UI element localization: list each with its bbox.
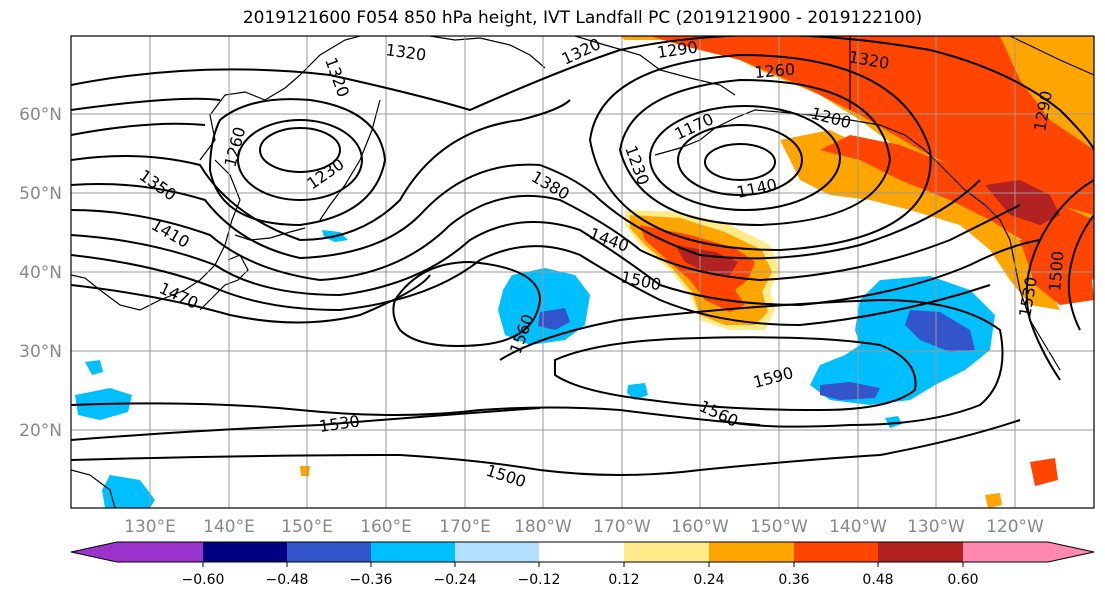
ivt-positive-region-coast-darkred [985,180,1060,225]
ivt-positive-region-coast-orange [780,130,1060,310]
ivt-positive-region-south2 [985,493,1002,508]
lon-label: 140°W [829,517,887,537]
lon-label: 170°W [593,517,651,537]
colorbar-tick-label: 0.48 [862,572,893,588]
ivt-positive-region-coast-red [820,135,1094,280]
colorbar-tick-label: 0.60 [947,572,978,588]
lon-label: 180°W [514,517,572,537]
lon-label: 130°W [907,517,965,537]
colorbar-segment [794,542,878,562]
height-contours [71,36,1094,476]
ivt-negative-region-sw3 [102,475,155,508]
ivt-negative-region-small1 [627,383,648,400]
colorbar-segment [203,542,287,562]
colorbar-tick-label: −0.24 [434,572,477,588]
ivt-positive-region-alaska-core [650,36,1094,215]
colorbar-segment [371,542,455,562]
lon-label: 160°E [360,517,412,537]
map-border [70,35,1095,509]
colorbar-segment [709,542,794,562]
ivt-negative-region-east-core [905,310,975,352]
colorbar-tick-label: −0.12 [518,572,561,588]
ivt-negative-region-small3 [885,416,902,428]
colorbar-segment [539,542,624,562]
lon-label: 140°E [203,517,255,537]
lon-label: 170°E [439,517,491,537]
coastlines [71,36,1094,508]
longitude-labels: 130°E 140°E 150°E 160°E 170°E 180°W 170°… [124,517,1044,537]
colorbar-tick-label: −0.60 [182,572,225,588]
ivt-positive-region-south3 [300,466,310,476]
lat-label: 60°N [19,105,62,125]
colorbar-tick-label: 0.24 [693,572,724,588]
colorbar-segment [963,542,1094,562]
colorbar-tick-label: −0.36 [350,572,393,588]
colorbar-segment [624,542,709,562]
ivt-negative-region-east-core2 [820,382,880,400]
colorbar-tick-label: 0.36 [778,572,809,588]
ivt-negative-region-sw2 [85,360,103,375]
lon-label: 120°W [986,517,1044,537]
ivt-negative-region-west-core [538,308,570,330]
lat-label: 30°N [19,342,62,362]
lon-label: 150°E [281,517,333,537]
lat-label: 50°N [19,184,62,204]
lat-label: 20°N [19,421,62,441]
colorbar-segment [71,542,203,562]
contour-label: 1260 [754,60,796,82]
ivt-positive-region-south1 [1030,458,1058,486]
colorbar-segment [878,542,963,562]
colorbar-segment [455,542,539,562]
lon-label: 160°W [671,517,729,537]
lat-label: 40°N [19,263,62,283]
latitude-labels: 60°N 50°N 40°N 30°N 20°N [19,105,62,441]
colorbar-segment [287,542,371,562]
lon-label: 150°W [750,517,808,537]
colorbar-tick-label: 0.12 [608,572,639,588]
colorbar-outline [70,541,1095,563]
ivt-negative-region-east [810,276,995,405]
ivt-negative-region-west [498,268,590,345]
lon-label: 130°E [124,517,176,537]
contour-label: 1500 [1045,250,1067,292]
map-title: 2019121600 F054 850 hPa height, IVT Land… [242,8,923,28]
colorbar-tick-label: −0.48 [266,572,309,588]
colorbar: −0.60 −0.48 −0.36 −0.24 −0.12 0.12 0.24 … [70,541,1095,588]
